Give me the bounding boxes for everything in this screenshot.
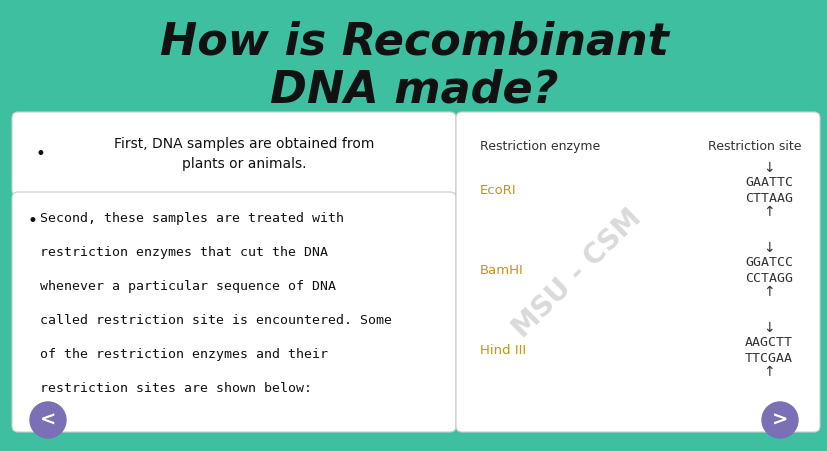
Text: <: < <box>40 410 56 429</box>
Text: MSU - CSM: MSU - CSM <box>507 203 646 343</box>
Text: ↓: ↓ <box>762 321 774 335</box>
Circle shape <box>30 402 66 438</box>
Text: >: > <box>771 410 787 429</box>
Text: Restriction site: Restriction site <box>708 140 801 153</box>
FancyBboxPatch shape <box>12 112 456 196</box>
Circle shape <box>761 402 797 438</box>
Text: restriction enzymes that cut the DNA: restriction enzymes that cut the DNA <box>40 246 327 259</box>
Text: whenever a particular sequence of DNA: whenever a particular sequence of DNA <box>40 280 336 293</box>
Text: GGATCC: GGATCC <box>744 257 792 270</box>
Text: EcoRI: EcoRI <box>480 184 516 197</box>
Text: TTCGAA: TTCGAA <box>744 351 792 364</box>
Text: BamHI: BamHI <box>480 263 523 276</box>
FancyBboxPatch shape <box>456 112 819 432</box>
Text: Second, these samples are treated with: Second, these samples are treated with <box>40 212 343 225</box>
Text: ↑: ↑ <box>762 285 774 299</box>
Text: CTTAAG: CTTAAG <box>744 192 792 204</box>
Text: GAATTC: GAATTC <box>744 176 792 189</box>
Text: CCTAGG: CCTAGG <box>744 272 792 285</box>
Text: called restriction site is encountered. Some: called restriction site is encountered. … <box>40 314 391 327</box>
Text: Restriction enzyme: Restriction enzyme <box>480 140 600 153</box>
Text: restriction sites are shown below:: restriction sites are shown below: <box>40 382 312 395</box>
Text: plants or animals.: plants or animals. <box>182 157 306 171</box>
FancyBboxPatch shape <box>12 192 456 432</box>
Text: AAGCTT: AAGCTT <box>744 336 792 350</box>
Text: ↑: ↑ <box>762 205 774 219</box>
Text: •: • <box>36 145 45 163</box>
Text: ↓: ↓ <box>762 241 774 255</box>
Text: Hind III: Hind III <box>480 344 525 356</box>
Text: ↑: ↑ <box>762 365 774 379</box>
Text: First, DNA samples are obtained from: First, DNA samples are obtained from <box>113 137 374 151</box>
Text: of the restriction enzymes and their: of the restriction enzymes and their <box>40 348 327 361</box>
Text: •: • <box>28 212 38 230</box>
Text: ↓: ↓ <box>762 161 774 175</box>
Text: DNA made?: DNA made? <box>270 69 557 111</box>
Text: How is Recombinant: How is Recombinant <box>160 20 667 64</box>
